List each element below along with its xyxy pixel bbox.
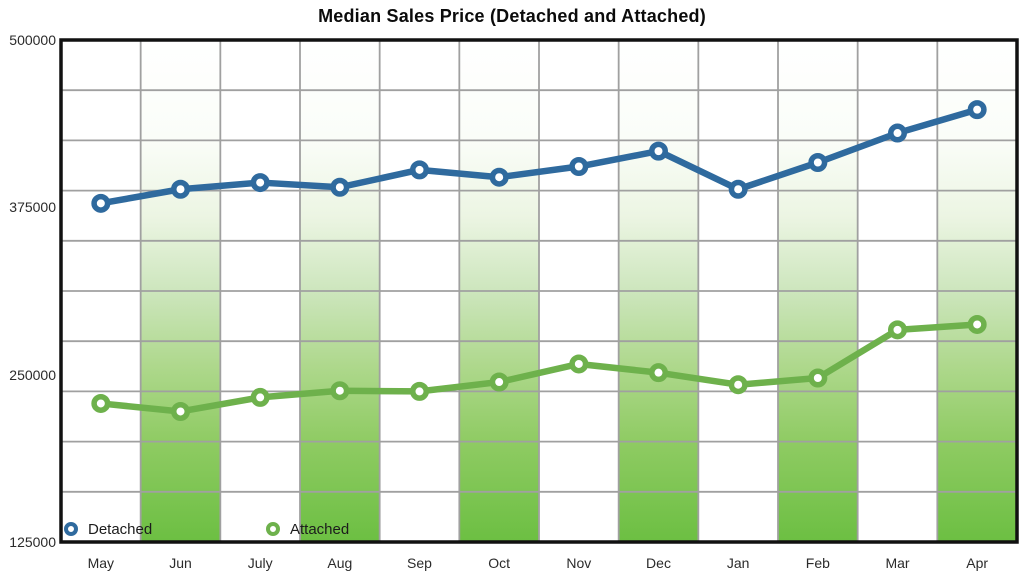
data-point-marker-detached — [569, 157, 589, 177]
data-point-marker-detached — [808, 152, 828, 172]
data-point-marker-detached — [649, 141, 668, 161]
data-point-marker-attached — [967, 314, 987, 334]
data-point-marker-attached — [649, 363, 668, 383]
x-axis-label-oct: Oct — [488, 555, 511, 571]
chart-title: Median Sales Price (Detached and Attache… — [318, 6, 706, 26]
legend-label-attached: Attached — [290, 520, 350, 538]
x-axis-label-mar: Mar — [885, 555, 910, 571]
x-axis-label-nov: Nov — [566, 555, 592, 571]
data-point-marker-attached — [888, 320, 907, 340]
y-axis-tick-label: 250000 — [9, 366, 56, 383]
x-axis-label-july: July — [247, 555, 273, 571]
data-point-marker-attached — [410, 381, 429, 401]
data-point-marker-attached — [728, 375, 748, 395]
data-point-marker-attached — [91, 393, 111, 413]
x-axis-label-feb: Feb — [805, 555, 830, 571]
data-point-marker-attached — [250, 387, 270, 407]
data-point-marker-detached — [171, 179, 190, 199]
detached-legend-marker-icon — [64, 522, 78, 536]
data-point-marker-attached — [489, 372, 509, 392]
data-point-marker-detached — [489, 167, 509, 187]
x-axis-label-jan: Jan — [726, 555, 750, 571]
y-axis-tick-label: 375000 — [9, 199, 56, 216]
legend-item-detached: Detached — [64, 520, 152, 538]
legend-label-detached: Detached — [88, 520, 153, 538]
y-axis-tick-label: 125000 — [9, 534, 56, 550]
y-axis-tick-label: 500000 — [9, 32, 56, 48]
plot-border — [59, 38, 1019, 544]
data-point-marker-detached — [888, 123, 907, 143]
data-point-marker-detached — [91, 193, 111, 213]
x-axis-label-apr: Apr — [966, 555, 989, 571]
series-line-detached — [97, 106, 981, 207]
data-point-marker-detached — [410, 160, 429, 180]
x-axis-label-dec: Dec — [646, 555, 671, 571]
x-axis-label-may: May — [87, 555, 115, 571]
x-axis-label-jun: Jun — [169, 555, 192, 571]
data-point-marker-attached — [808, 368, 828, 388]
series-line-attached — [97, 321, 981, 415]
legend-item-attached: Attached — [266, 520, 349, 538]
data-point-marker-attached — [569, 354, 589, 374]
x-axis-label-sep: Sep — [407, 555, 432, 571]
data-point-marker-detached — [967, 100, 987, 120]
data-point-marker-detached — [728, 179, 748, 199]
data-point-marker-detached — [330, 177, 350, 197]
data-point-marker-attached — [171, 401, 190, 421]
attached-legend-marker-icon — [266, 522, 280, 536]
x-axis-label-aug: Aug — [327, 555, 353, 571]
data-point-marker-detached — [250, 173, 270, 193]
data-point-marker-attached — [330, 381, 350, 401]
